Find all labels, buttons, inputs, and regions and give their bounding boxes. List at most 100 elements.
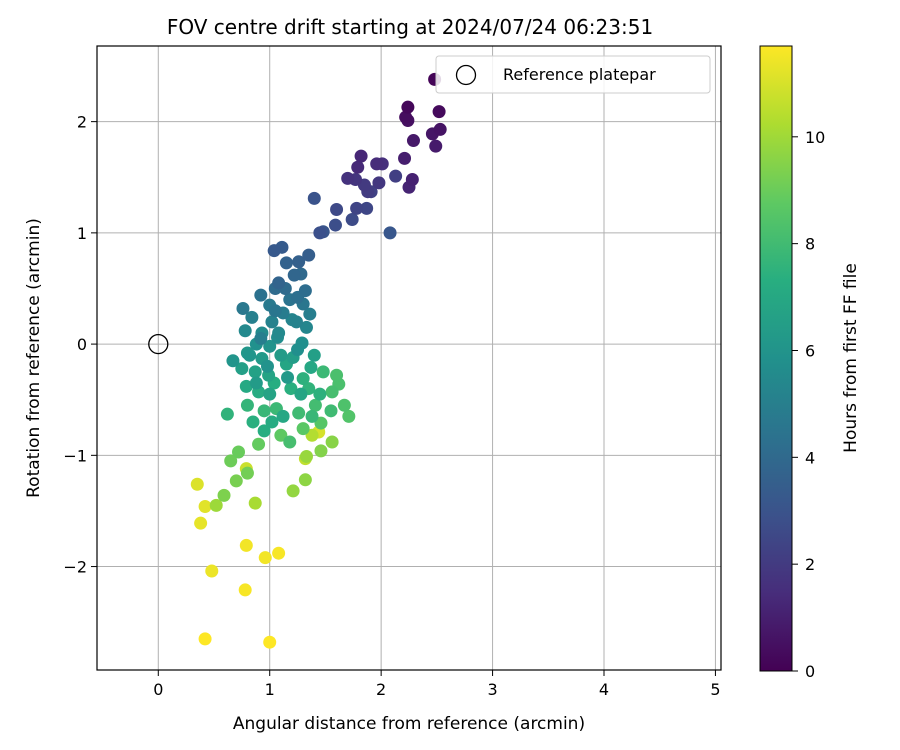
legend-label: Reference platepar xyxy=(503,65,656,84)
data-point xyxy=(198,499,212,513)
data-point xyxy=(330,368,344,382)
plot-frame xyxy=(96,45,722,671)
data-point xyxy=(398,151,412,165)
data-point xyxy=(236,302,250,316)
x-tick-label: 4 xyxy=(599,680,609,699)
data-point xyxy=(235,362,249,376)
plot-area xyxy=(97,46,721,670)
data-point xyxy=(272,326,286,340)
data-point xyxy=(238,583,252,597)
data-point xyxy=(265,415,279,429)
reference-marker xyxy=(148,333,169,355)
data-point xyxy=(325,435,339,449)
data-point xyxy=(313,387,327,401)
data-point xyxy=(281,370,295,384)
data-point xyxy=(283,435,297,449)
data-point xyxy=(405,172,419,186)
x-tick-label: 3 xyxy=(487,680,497,699)
data-point xyxy=(276,409,290,423)
data-point xyxy=(296,372,310,386)
x-axis-label: Angular distance from reference (arcmin) xyxy=(233,714,585,734)
colorbar-tick-label: 2 xyxy=(805,555,815,574)
data-point xyxy=(286,484,300,498)
data-point xyxy=(220,407,234,421)
data-point xyxy=(243,348,257,362)
data-point xyxy=(246,415,260,429)
colorbar-tick-label: 6 xyxy=(805,341,815,360)
colorbar-tick-label: 10 xyxy=(805,128,825,147)
data-point xyxy=(279,256,293,270)
legend-box xyxy=(435,55,711,94)
data-point xyxy=(304,360,318,374)
data-point xyxy=(272,546,286,560)
data-point xyxy=(294,387,308,401)
data-point xyxy=(298,473,312,487)
data-point xyxy=(351,160,365,174)
y-tick-label: −1 xyxy=(63,446,87,465)
data-point xyxy=(337,398,351,412)
colorbar-tick-label: 8 xyxy=(805,235,815,254)
legend: Reference platepar xyxy=(435,55,711,94)
colorbar-ticks: 0 2 4 6 8 10 xyxy=(792,128,825,681)
data-point xyxy=(399,110,413,124)
data-point xyxy=(350,201,364,215)
data-point xyxy=(249,376,263,390)
data-point xyxy=(305,428,319,442)
data-point xyxy=(330,203,344,217)
axis-ticks: 0 1 2 3 4 5 −2 −1 0 1 2 xyxy=(63,113,720,699)
x-tick-label: 5 xyxy=(710,680,720,699)
data-point xyxy=(316,365,330,379)
data-point xyxy=(248,496,262,510)
data-point xyxy=(240,466,254,480)
data-point xyxy=(268,304,282,318)
data-point xyxy=(372,176,386,190)
data-point xyxy=(383,226,397,240)
y-axis-label: Rotation from reference (arcmin) xyxy=(24,218,44,498)
data-point xyxy=(257,424,271,438)
colorbar-label: Hours from first FF file xyxy=(841,263,861,453)
data-point xyxy=(245,310,259,324)
data-point xyxy=(224,454,238,468)
x-tick-label: 1 xyxy=(265,680,275,699)
data-point xyxy=(401,100,415,114)
y-tick-label: 0 xyxy=(77,335,87,354)
data-point xyxy=(325,385,339,399)
data-point xyxy=(345,213,359,227)
data-point xyxy=(328,218,342,232)
data-point xyxy=(238,324,252,338)
data-point xyxy=(240,398,254,412)
chart-title: FOV centre drift starting at 2024/07/24 … xyxy=(167,15,653,39)
data-point xyxy=(232,445,246,459)
data-point xyxy=(307,348,321,362)
legend-marker xyxy=(455,64,477,86)
data-point xyxy=(429,139,443,153)
data-point xyxy=(298,284,312,298)
y-tick-label: −2 xyxy=(63,558,87,577)
data-point xyxy=(267,244,281,258)
data-point xyxy=(287,268,301,282)
data-point xyxy=(307,191,321,205)
data-point xyxy=(303,307,317,321)
data-point xyxy=(254,332,268,346)
data-point xyxy=(314,444,328,458)
data-point xyxy=(263,387,277,401)
data-point xyxy=(263,635,277,649)
data-point xyxy=(252,437,266,451)
data-point xyxy=(229,474,243,488)
data-point xyxy=(226,354,240,368)
y-tick-label: 2 xyxy=(77,113,87,132)
data-points xyxy=(190,72,447,649)
data-point xyxy=(274,348,288,362)
data-point xyxy=(257,404,271,418)
data-point xyxy=(291,343,305,357)
data-point xyxy=(296,422,310,436)
data-point xyxy=(190,477,204,491)
data-point xyxy=(299,449,313,463)
colorbar-gradient xyxy=(759,45,793,672)
data-point xyxy=(239,538,253,552)
data-point xyxy=(302,248,316,262)
data-point xyxy=(265,315,279,329)
data-point xyxy=(274,428,288,442)
x-tick-label: 2 xyxy=(376,680,386,699)
data-point xyxy=(299,320,313,334)
